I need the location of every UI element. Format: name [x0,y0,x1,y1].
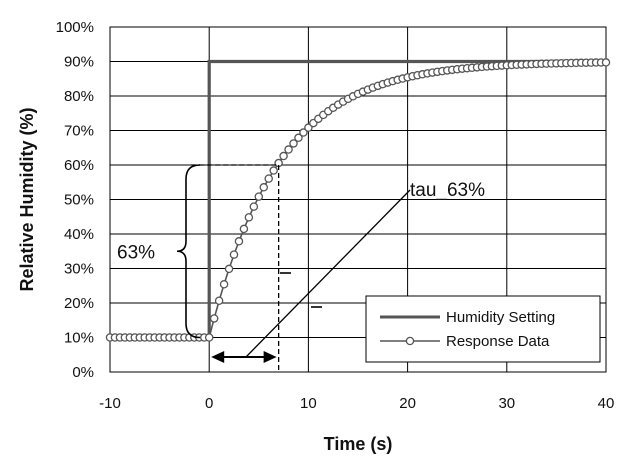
response-data-point [284,145,293,154]
response-data-point [601,58,611,67]
response-data-point [229,250,239,259]
y-tick-label: 80% [64,88,94,105]
response-data-point [249,202,259,211]
response-data-point [234,237,244,246]
tau-leader-line [245,189,411,358]
tau-63-label: tau_63% [410,180,485,201]
tau-arrowhead-right [263,351,277,363]
y-tick-label: 50% [64,192,94,209]
response-data-point [289,139,298,148]
x-tick-label: 20 [399,395,416,412]
annotations: 63% tau_63% [117,164,485,372]
response-data-point [299,128,308,137]
x-tick-label: 10 [300,395,317,412]
response-data-point [264,174,273,183]
x-tick-label: 40 [598,395,615,412]
response-data-point [244,213,254,222]
percent-63-label: 63% [117,242,155,263]
response-data-point [219,280,229,289]
y-tick-label: 40% [64,226,94,243]
legend-box [365,295,601,363]
legend: Humidity Setting Response Data [365,295,601,363]
response-data-point [259,183,269,192]
y-tick-label: 100% [56,19,94,36]
response-data-point [214,296,224,306]
axis-tick-labels: 0% 10% 20% 30% 40% 50% 60% 70% 80% 90% 100% -10 0 10 2… [56,19,615,412]
tau-arrowhead-left [211,351,225,363]
x-axis-title: Time (s) [324,434,393,454]
response-data-point [279,151,288,161]
response-data-point [224,264,234,274]
x-tick-label: 0 [205,395,213,412]
y-tick-label: 20% [64,295,94,312]
x-tick-label: -10 [99,395,121,412]
response-data-point [239,224,249,234]
y-tick-label: 90% [64,54,94,71]
legend-swatch-response-data-marker [405,336,415,346]
plot-area-frame [109,26,607,373]
y-tick-label: 10% [64,330,94,347]
legend-label-humidity-setting: Humidity Setting [446,309,555,326]
y-tick-label: 70% [64,123,94,140]
y-tick-label: 30% [64,261,94,278]
legend-label-response-data: Response Data [446,333,550,350]
response-data-point [269,166,278,175]
brace-63-percent [176,164,201,339]
response-data-point [254,192,264,201]
y-tick-label: 0% [72,364,94,381]
series-response-data [105,58,611,342]
x-tick-label: 30 [498,395,515,412]
y-tick-label: 60% [64,157,94,174]
response-data-point [209,314,219,323]
y-axis-title: Relative Humidity (%) [17,107,37,291]
response-data-point [294,133,303,143]
response-data-point [204,333,214,342]
